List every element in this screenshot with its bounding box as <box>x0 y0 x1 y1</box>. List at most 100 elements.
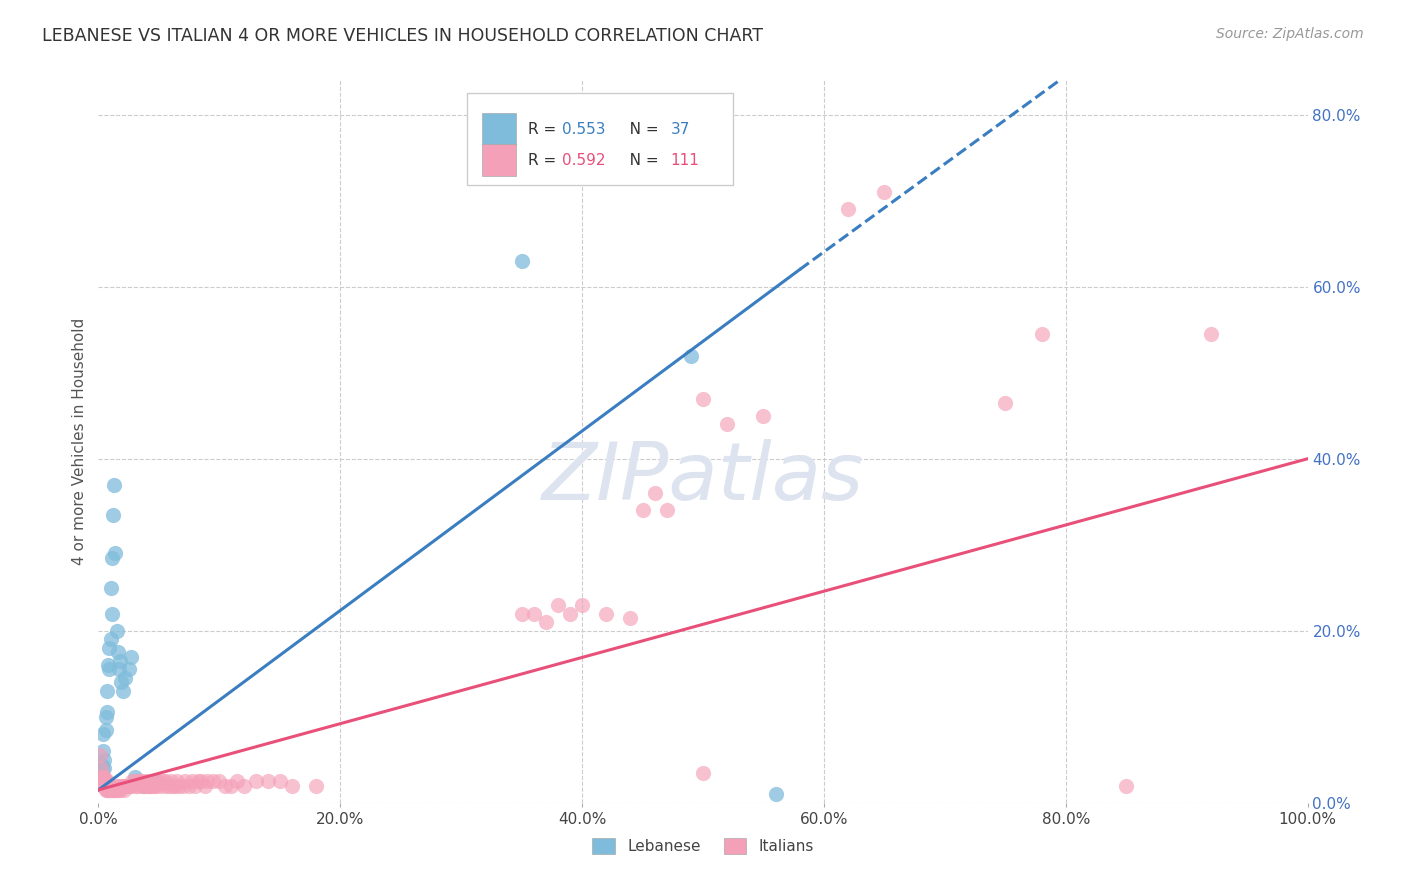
Point <box>110 675 132 690</box>
Point <box>100 783 122 797</box>
Point <box>281 779 304 793</box>
Point <box>765 787 787 801</box>
Bar <box>482 112 516 145</box>
Point <box>595 607 617 621</box>
Point <box>107 783 129 797</box>
Point <box>169 779 191 793</box>
Point <box>214 779 236 793</box>
Point <box>108 783 131 797</box>
Point <box>172 779 194 793</box>
Point <box>90 770 112 784</box>
Point <box>160 774 183 789</box>
Text: N =: N = <box>614 153 664 168</box>
Point <box>121 774 143 789</box>
Point <box>232 779 254 793</box>
Point <box>98 663 121 677</box>
Point <box>994 396 1017 410</box>
Point <box>100 607 122 621</box>
Point <box>104 783 127 797</box>
Point <box>110 779 132 793</box>
Point <box>145 779 167 793</box>
Point <box>91 770 114 784</box>
Point <box>103 477 125 491</box>
Point <box>94 723 117 737</box>
Point <box>100 581 122 595</box>
Point <box>245 774 267 789</box>
Text: 111: 111 <box>671 153 699 168</box>
Point <box>187 774 209 789</box>
Point <box>96 779 118 793</box>
Point <box>118 779 141 793</box>
Point <box>194 779 217 793</box>
Point <box>111 684 134 698</box>
Point <box>124 770 146 784</box>
Point <box>94 779 117 793</box>
Point <box>132 779 155 793</box>
Point <box>93 753 115 767</box>
Point <box>141 779 163 793</box>
Point <box>128 774 150 789</box>
Point <box>837 202 859 217</box>
Point <box>162 779 184 793</box>
Point <box>157 779 180 793</box>
Point <box>226 774 249 789</box>
Point <box>120 649 142 664</box>
Point <box>143 774 166 789</box>
Point <box>108 779 131 793</box>
Point <box>98 779 121 793</box>
Point <box>873 185 896 199</box>
Point <box>148 774 170 789</box>
Point <box>692 765 714 780</box>
Point <box>208 774 231 789</box>
Point <box>145 774 167 789</box>
Point <box>94 710 117 724</box>
Point <box>547 598 569 612</box>
Point <box>692 392 714 406</box>
Point <box>96 783 118 797</box>
Point <box>91 774 114 789</box>
Point <box>105 779 128 793</box>
Point <box>180 774 202 789</box>
Point <box>114 779 136 793</box>
Point <box>152 774 174 789</box>
Text: 0.592: 0.592 <box>561 153 605 168</box>
Point <box>134 779 156 793</box>
Bar <box>482 144 516 177</box>
Point <box>752 409 775 423</box>
Point <box>127 774 149 789</box>
Point <box>256 774 278 789</box>
Point <box>93 779 115 793</box>
Text: N =: N = <box>614 121 664 136</box>
Point <box>1115 779 1137 793</box>
Point <box>135 774 157 789</box>
Point <box>510 253 533 268</box>
Point <box>91 761 114 775</box>
Point <box>136 779 159 793</box>
Point <box>96 684 118 698</box>
Point <box>125 779 148 793</box>
Point <box>155 779 177 793</box>
Point <box>104 546 127 560</box>
Point <box>1199 326 1222 341</box>
Point <box>131 774 153 789</box>
Point <box>163 779 186 793</box>
Point <box>1031 326 1053 341</box>
Point <box>117 779 139 793</box>
Point <box>105 624 128 638</box>
Point <box>269 774 291 789</box>
Point <box>143 779 166 793</box>
Point <box>98 640 121 655</box>
Point <box>190 774 212 789</box>
Point <box>91 779 114 793</box>
Point <box>127 779 149 793</box>
Point <box>631 503 654 517</box>
Point <box>655 503 678 517</box>
Point <box>644 486 666 500</box>
Point <box>100 783 122 797</box>
Point <box>138 779 160 793</box>
Point <box>142 774 165 789</box>
Point <box>91 770 114 784</box>
Point <box>97 783 120 797</box>
Point <box>139 779 162 793</box>
Point <box>91 770 114 784</box>
